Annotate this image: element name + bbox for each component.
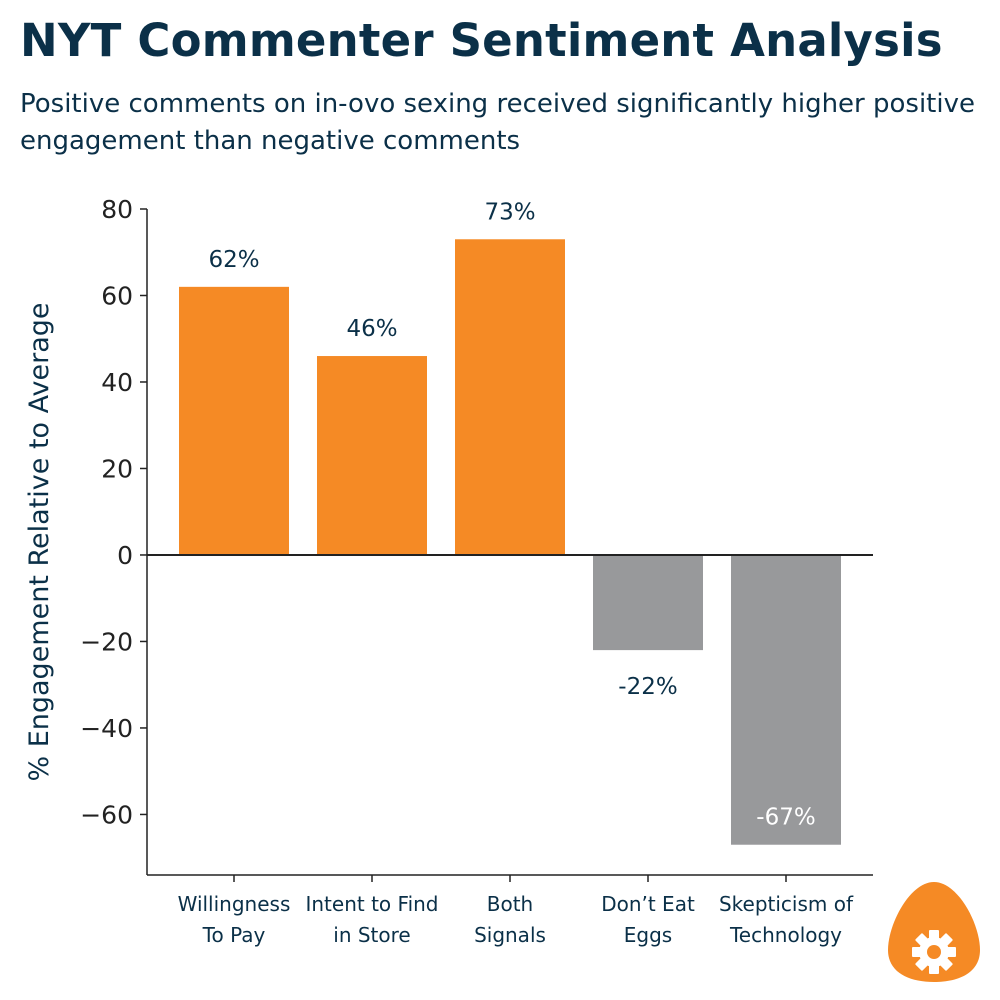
bar	[455, 239, 565, 555]
x-tick-label: in Store	[333, 923, 410, 947]
bar	[731, 554, 841, 845]
x-tick-label: Intent to Find	[305, 892, 438, 916]
x-tick-label: Willingness	[178, 892, 291, 916]
x-tick-label: Signals	[474, 923, 546, 947]
bar	[593, 554, 703, 651]
bar-data-label: 73%	[484, 199, 535, 225]
y-tick-label: 20	[101, 454, 133, 483]
y-tick-label: 40	[101, 368, 133, 397]
gear-icon	[912, 930, 956, 974]
bar	[179, 286, 289, 555]
bar-data-label: -67%	[756, 805, 815, 831]
x-tick-label: Both	[487, 892, 533, 916]
page-title: NYT Commenter Sentiment Analysis	[20, 14, 943, 67]
y-axis-title: % Engagement Relative to Average	[24, 302, 55, 781]
x-tick-label: Eggs	[624, 923, 672, 947]
y-tick-label: 80	[101, 195, 133, 224]
x-tick-label: Technology	[729, 923, 842, 947]
x-tick-label: Don’t Eat	[601, 892, 695, 916]
x-tick-label: To Pay	[202, 923, 266, 947]
y-tick-label: 0	[117, 541, 133, 570]
y-tick-label: 60	[101, 281, 133, 310]
bar-data-label: -22%	[618, 674, 677, 700]
bar	[317, 356, 427, 555]
y-tick-label: −60	[80, 800, 133, 829]
bar-data-label: 46%	[346, 316, 397, 342]
x-tick-label: Skepticism of	[719, 892, 854, 916]
y-tick-label: −20	[80, 627, 133, 656]
y-tick-label: −40	[80, 714, 133, 743]
bar-data-label: 62%	[208, 247, 259, 273]
egg-gear-icon	[888, 882, 980, 982]
page-subtitle: Positive comments on in-ovo sexing recei…	[20, 89, 975, 156]
